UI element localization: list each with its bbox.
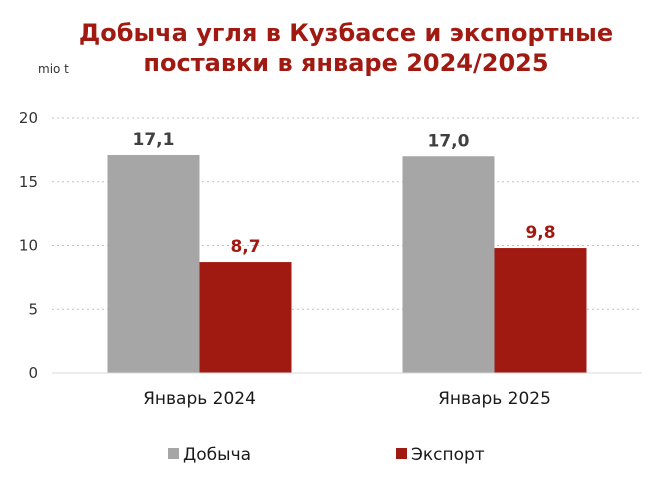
legend-swatch: [396, 448, 407, 459]
chart-title-line-1: Добыча угля в Кузбассе и экспортные: [79, 19, 613, 47]
bar-Добыча-1: [402, 156, 495, 373]
y-tick-label: 15: [19, 173, 38, 191]
data-label: 17,0: [428, 131, 470, 151]
y-tick-label: 0: [28, 364, 38, 382]
unit-label: mio t: [38, 62, 69, 76]
y-tick-label: 5: [28, 300, 38, 318]
x-tick-label: Январь 2024: [143, 389, 256, 409]
y-tick-label: 10: [19, 237, 38, 255]
data-label: 17,1: [133, 130, 175, 150]
legend-label: Добыча: [183, 445, 251, 465]
y-axis-ticks: 0 5 10 15 20: [19, 109, 38, 382]
data-label: 8,7: [230, 237, 260, 257]
x-tick-label: Январь 2025: [438, 389, 551, 409]
y-tick-label: 20: [19, 109, 38, 127]
bar-Экспорт-0: [199, 262, 292, 373]
bar-Экспорт-1: [494, 248, 587, 373]
data-label: 9,8: [525, 223, 555, 243]
legend-swatch: [168, 448, 179, 459]
data-labels: 17,1 8,7 17,0 9,8: [133, 130, 556, 257]
chart-title-line-2: поставки в январе 2024/2025: [143, 49, 548, 77]
bar-Добыча-0: [107, 154, 200, 373]
legend: Добыча Экспорт: [168, 445, 485, 465]
x-axis-ticks: Январь 2024 Январь 2025: [143, 389, 551, 409]
bars: [107, 154, 587, 373]
legend-label: Экспорт: [411, 445, 485, 465]
